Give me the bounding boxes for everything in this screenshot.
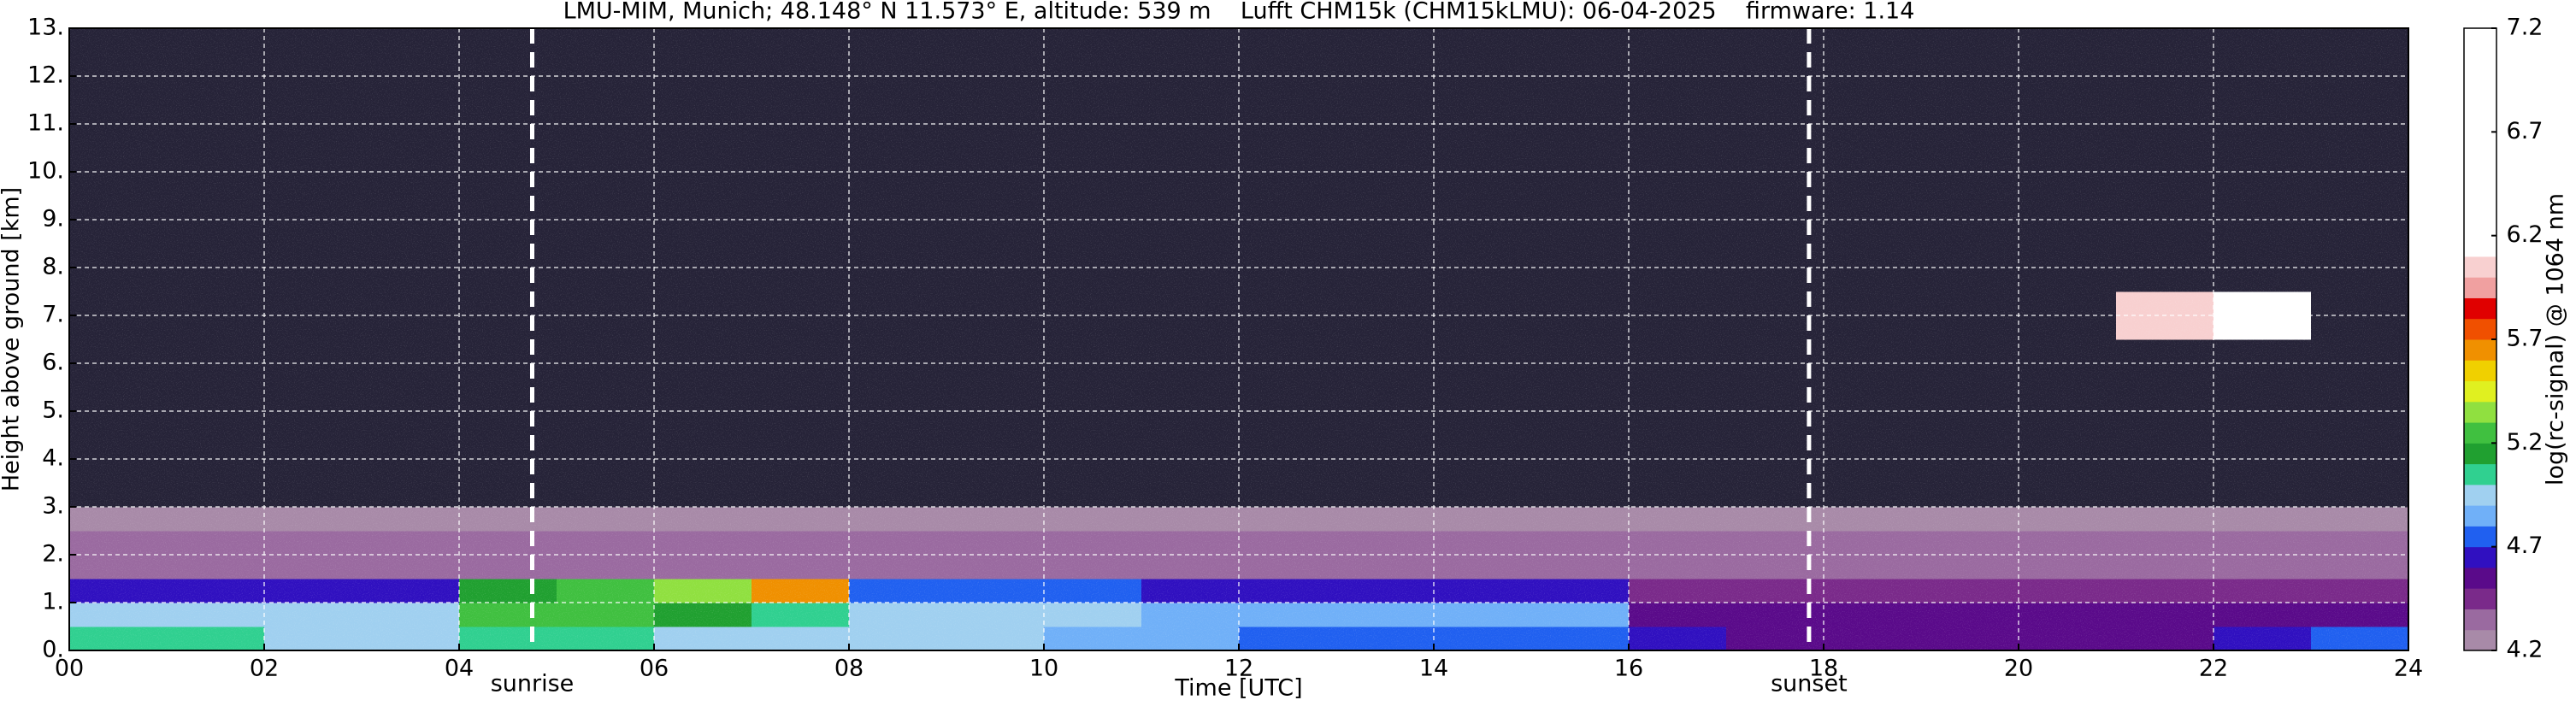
y-tick-label: 12. — [27, 62, 64, 89]
colorbar-label: log(rc-signal) @ 1064 nm — [2543, 193, 2569, 485]
colorbar-segment — [2464, 567, 2496, 589]
x-tick-label: 16 — [1614, 656, 1643, 682]
colorbar-segment — [2464, 629, 2496, 651]
colorbar-segment — [2464, 505, 2496, 527]
colorbar-segment — [2464, 339, 2496, 361]
colorbar-segment — [2464, 277, 2496, 298]
colorbar-segment — [2464, 484, 2496, 506]
colorbar-segment — [2464, 297, 2496, 320]
colorbar-segment — [2464, 526, 2496, 548]
colorbar-segment — [2464, 318, 2496, 340]
colorbar-segment — [2464, 422, 2496, 444]
x-tick-label: 02 — [250, 656, 279, 682]
x-tick-label: 10 — [1029, 656, 1058, 682]
x-tick-label: 06 — [640, 656, 669, 682]
x-tick-label: 22 — [2199, 656, 2228, 682]
y-tick-label: 2. — [42, 541, 64, 568]
y-tick-label: 7. — [42, 302, 64, 328]
y-tick-label: 13. — [27, 15, 64, 41]
colorbar-segment — [2464, 546, 2496, 568]
y-tick-label: 8. — [42, 254, 64, 280]
x-tick-label: 24 — [2394, 656, 2423, 682]
colorbar-tick-label: 6.7 — [2507, 118, 2544, 144]
y-tick-label: 3. — [42, 493, 64, 520]
y-tick-label: 0. — [42, 637, 64, 663]
y-tick-label: 10. — [27, 158, 64, 185]
x-tick-label: 20 — [2004, 656, 2033, 682]
colorbar-segment — [2464, 609, 2496, 631]
chart-title: LMU-MIM, Munich; 48.148° N 11.573° E, al… — [563, 0, 1915, 25]
x-tick-label: 12 — [1224, 656, 1253, 682]
x-tick-label: 04 — [445, 656, 474, 682]
y-tick-label: 11. — [27, 110, 64, 137]
x-axis-label: Time [UTC] — [1174, 675, 1302, 702]
colorbar-tick-label: 5.7 — [2507, 326, 2544, 352]
y-axis-label: Height above ground [km] — [0, 187, 25, 491]
y-tick-label: 4. — [42, 445, 64, 472]
colorbar-tick-label: 4.2 — [2507, 637, 2544, 663]
event-label: sunrise — [491, 671, 575, 697]
x-tick-label: 14 — [1419, 656, 1448, 682]
x-tick-label: 00 — [55, 656, 84, 682]
colorbar-segment — [2464, 360, 2496, 382]
colorbar-segment — [2464, 256, 2496, 278]
x-tick-label: 18 — [1809, 656, 1838, 682]
colorbar-segment — [2464, 463, 2496, 485]
y-tick-label: 5. — [42, 397, 64, 424]
y-tick-label: 9. — [42, 206, 64, 232]
colorbar-segment — [2464, 588, 2496, 609]
plot-frame — [68, 27, 2409, 651]
colorbar-tick-label: 7.2 — [2507, 15, 2544, 41]
y-tick-label: 6. — [42, 350, 64, 376]
colorbar-tick-label: 5.2 — [2507, 429, 2544, 456]
x-tick-label: 08 — [834, 656, 864, 682]
colorbar-tick-label: 6.2 — [2507, 221, 2544, 248]
colorbar-segment — [2464, 380, 2496, 403]
colorbar-segment — [2464, 28, 2496, 257]
colorbar-segment — [2464, 401, 2496, 423]
event-label: sunset — [1771, 671, 1848, 697]
colorbar-tick-label: 4.7 — [2507, 532, 2544, 559]
colorbar-segment — [2464, 443, 2496, 465]
y-tick-label: 1. — [42, 589, 64, 615]
